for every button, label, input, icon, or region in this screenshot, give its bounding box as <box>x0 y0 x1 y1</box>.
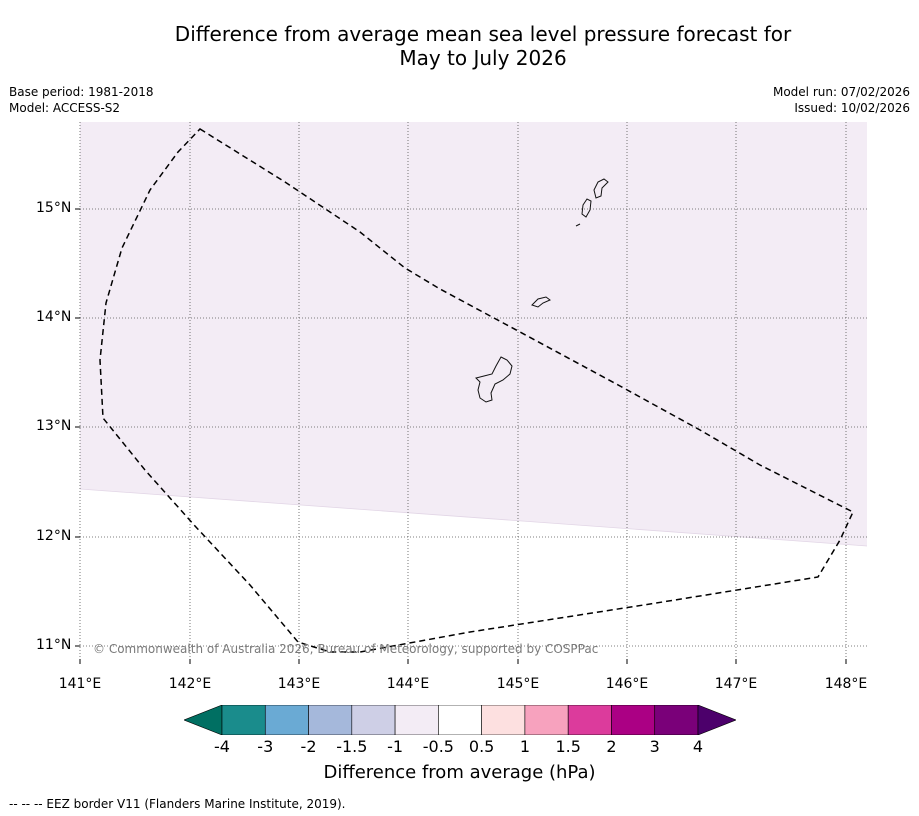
eez-border <box>99 128 854 653</box>
chart-title: Difference from average mean sea level p… <box>0 22 919 70</box>
islands <box>475 178 609 403</box>
colorbar-segment <box>264 705 309 735</box>
lat-label-15n: 15°N <box>36 200 72 216</box>
colorbar-tick-label: 3 <box>649 737 660 756</box>
meta-left: Base period: 1981-2018 Model: ACCESS-S2 <box>9 84 154 116</box>
island-rota <box>531 296 551 308</box>
meta-right: Model run: 07/02/2026 Issued: 10/02/2026 <box>773 84 910 116</box>
colorbar-tick-label: -1 <box>387 737 404 756</box>
lat-label-12n: 12°N <box>36 528 72 544</box>
lon-label-143e: 143°E <box>277 676 321 692</box>
axis-ticks <box>75 208 847 664</box>
colorbar-tick-label: 0.5 <box>468 737 495 756</box>
colorbar-segment <box>351 705 396 735</box>
lon-label-147e: 147°E <box>714 676 758 692</box>
island-saipan <box>593 178 609 199</box>
grid-lines <box>79 122 867 659</box>
colorbar-tick-label: -3 <box>257 737 274 756</box>
model-run: Model run: 07/02/2026 <box>772 85 910 99</box>
lat-label-14n: 14°N <box>36 309 72 325</box>
lat-label-11n: 11°N <box>36 637 72 653</box>
colorbar-segment <box>221 705 266 735</box>
colorbar-tick-label: 1.5 <box>555 737 581 756</box>
colorbar-tick-label: 2 <box>606 737 617 756</box>
title-line-2: May to July 2026 <box>399 46 567 70</box>
colorbar-tick-label: 4 <box>692 737 704 756</box>
colorbar-segment <box>611 705 656 735</box>
island-tinian <box>581 198 592 218</box>
lon-label-142e: 142°E <box>168 676 212 692</box>
island-guam <box>475 356 513 403</box>
eez-legend-note: -- -- -- EEZ border V11 (Flanders Marine… <box>9 797 346 811</box>
lon-label-141e: 141°E <box>58 676 102 692</box>
colorbar-segment <box>481 705 526 735</box>
lon-label-148e: 148°E <box>824 676 868 692</box>
colorbar-tick-label: 1 <box>519 737 530 756</box>
title-line-1: Difference from average mean sea level p… <box>174 22 792 46</box>
colorbar-segment <box>524 705 569 735</box>
colorbar-segment <box>567 705 612 735</box>
colorbar-tick-label: -1.5 <box>336 737 368 756</box>
base-period: Base period: 1981-2018 <box>9 85 154 99</box>
colorbar-over-arrow <box>697 705 736 735</box>
lon-label-144e: 144°E <box>386 676 430 692</box>
island-aguijan <box>575 223 581 227</box>
copyright-notice: © Commonwealth of Australia 2026, Bureau… <box>93 642 599 656</box>
model-name: Model: ACCESS-S2 <box>9 101 121 115</box>
colorbar-segment <box>438 705 482 735</box>
colorbar-segment <box>654 705 699 735</box>
lon-label-146e: 146°E <box>605 676 649 692</box>
lat-label-13n: 13°N <box>36 418 72 434</box>
colorbar-title: Difference from average (hPa) <box>323 762 596 783</box>
colorbar-tick-label: -4 <box>214 737 230 756</box>
colorbar-segment <box>394 705 439 735</box>
colorbar-segment <box>308 705 353 735</box>
lon-label-145e: 145°E <box>496 676 540 692</box>
anomaly-shading <box>80 122 867 546</box>
colorbar-tick-label: -2 <box>300 737 317 756</box>
colorbar-tick-label: -0.5 <box>422 737 454 756</box>
colorbar-under-arrow <box>184 705 223 735</box>
colorbar <box>184 705 736 735</box>
issued-date: Issued: 10/02/2026 <box>794 101 910 115</box>
